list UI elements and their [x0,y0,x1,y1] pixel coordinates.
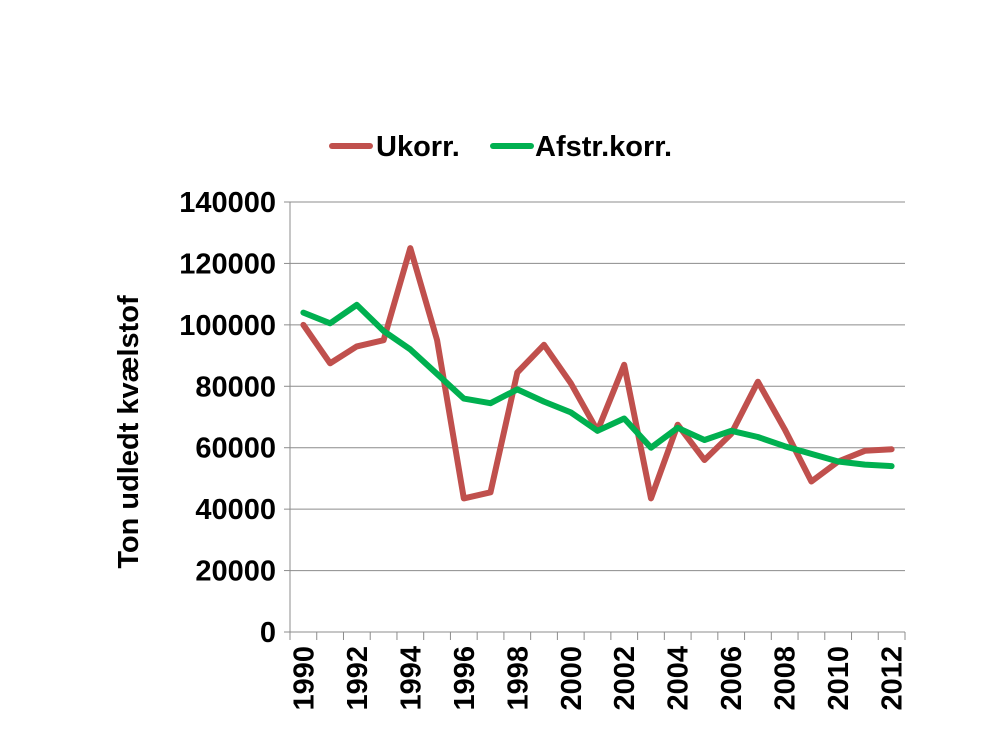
y-tick-label: 60000 [195,433,276,465]
x-tick-label: 1998 [502,646,534,711]
series-line-ukorr [300,245,895,502]
gridlines [290,201,905,572]
x-tick-label: 1996 [449,646,481,711]
y-tick-label: 120000 [179,248,276,280]
y-tick-label: 100000 [179,310,276,342]
y-tick-label: 80000 [195,371,276,403]
y-tick-label: 20000 [195,556,276,588]
axes: 0 20000 40000 60000 80000 100000 120000 140000 1… [179,187,908,711]
legend-label: Afstr.korr. [535,131,672,163]
x-tick-label: 1992 [342,646,374,711]
x-tick-label: 2002 [609,646,641,711]
x-tick-label: 2006 [716,646,748,711]
x-tick-label: 2010 [823,646,855,711]
x-tick-label: 2008 [770,646,802,711]
y-tick-label: 0 [260,617,276,649]
x-tick-label: 2012 [877,646,909,711]
series-lines [300,245,895,502]
series-line-afstr-korr [300,301,895,470]
y-tick-label: 40000 [195,494,276,526]
y-axis-title: Ton udledt kvælstof [113,295,145,569]
x-tick-label: 2000 [556,646,588,711]
legend: Ukorr. Afstr.korr. [329,131,672,163]
y-tick-label: 140000 [179,187,276,219]
x-tick-label: 1990 [288,646,320,711]
legend-label: Ukorr. [376,131,460,163]
x-tick-label: 1994 [395,646,427,711]
x-tick-label: 2004 [663,646,695,711]
